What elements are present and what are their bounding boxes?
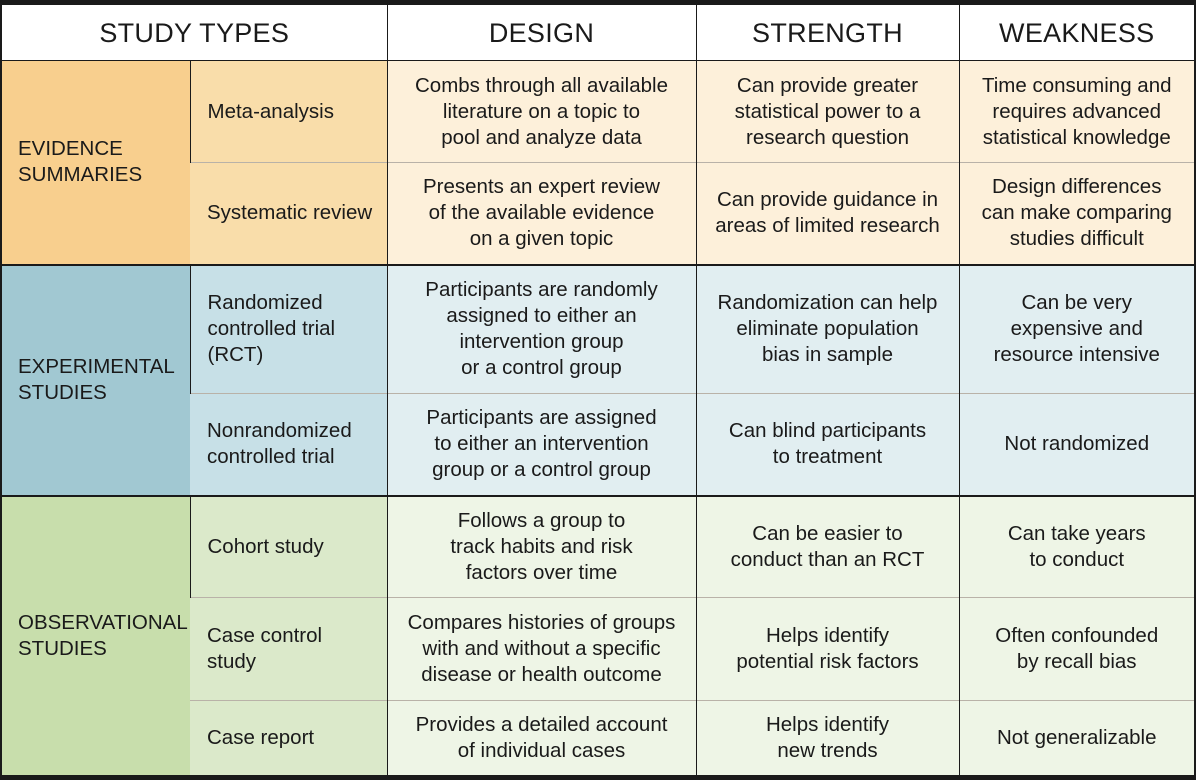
study-type-cell: Randomized controlled trial (RCT) — [189, 263, 387, 394]
strength-cell: Can provide guidance in areas of limited… — [695, 162, 959, 265]
table-row: Systematic review Presents an expert rev… — [2, 162, 1194, 265]
study-type-cell: Nonrandomized controlled trial — [190, 393, 387, 496]
header-design: DESIGN — [386, 5, 696, 61]
design-cell: Presents an expert review of the availab… — [386, 162, 696, 265]
weakness-cell: Not randomized — [958, 393, 1194, 496]
study-type-cell: Case control study — [190, 597, 387, 701]
weakness-cell: Not generalizable — [958, 700, 1194, 775]
design-cell: Provides a detailed account of individua… — [386, 700, 696, 775]
strength-cell: Can be easier to conduct than an RCT — [695, 494, 959, 598]
table-row: Case control study Compares histories of… — [2, 597, 1194, 701]
weakness-cell: Time consuming and requires advanced sta… — [958, 60, 1194, 163]
strength-cell: Can provide greater statistical power to… — [695, 60, 959, 163]
category-evidence-summaries: EVIDENCE SUMMARIES — [2, 60, 190, 265]
design-cell: Participants are assigned to either an i… — [386, 393, 696, 496]
header-weakness: WEAKNESS — [958, 5, 1194, 61]
header-strength: STRENGTH — [695, 5, 959, 61]
strength-cell: Randomization can help eliminate populat… — [695, 263, 959, 394]
study-type-cell: Meta-analysis — [189, 60, 387, 163]
weakness-cell: Design differences can make comparing st… — [958, 162, 1194, 265]
weakness-cell: Often confounded by recall bias — [958, 597, 1194, 701]
weakness-cell: Can take years to conduct — [958, 494, 1194, 598]
strength-cell: Helps identify new trends — [695, 700, 959, 775]
design-cell: Follows a group to track habits and risk… — [386, 494, 696, 598]
table-row: EVIDENCE SUMMARIES Meta-analysis Combs t… — [2, 60, 1194, 265]
table-row: EXPERIMENTAL STUDIES Randomized controll… — [2, 263, 1194, 496]
header-row: STUDY TYPES DESIGN STRENGTH WEAKNESS — [2, 5, 1194, 61]
design-cell: Compares histories of groups with and wi… — [386, 597, 696, 701]
table-row: Case report Provides a detailed account … — [2, 700, 1194, 775]
header-study-types: STUDY TYPES — [2, 5, 387, 61]
design-cell: Participants are randomly assigned to ei… — [386, 263, 696, 394]
study-types-table: STUDY TYPES DESIGN STRENGTH WEAKNESS EVI… — [2, 5, 1194, 775]
strength-cell: Can blind participants to treatment — [695, 393, 959, 496]
weakness-cell: Can be very expensive and resource inten… — [958, 263, 1194, 394]
design-cell: Combs through all available literature o… — [386, 60, 696, 163]
table-row: OBSERVATIONAL STUDIES Cohort study Follo… — [2, 494, 1194, 775]
category-observational-studies: OBSERVATIONAL STUDIES — [2, 494, 190, 775]
strength-cell: Helps identify potential risk factors — [695, 597, 959, 701]
study-type-cell: Systematic review — [190, 162, 387, 265]
table-row: Nonrandomized controlled trial Participa… — [2, 393, 1194, 496]
study-type-cell: Cohort study — [189, 494, 387, 598]
study-type-cell: Case report — [190, 700, 387, 775]
category-experimental-studies: EXPERIMENTAL STUDIES — [2, 263, 190, 496]
